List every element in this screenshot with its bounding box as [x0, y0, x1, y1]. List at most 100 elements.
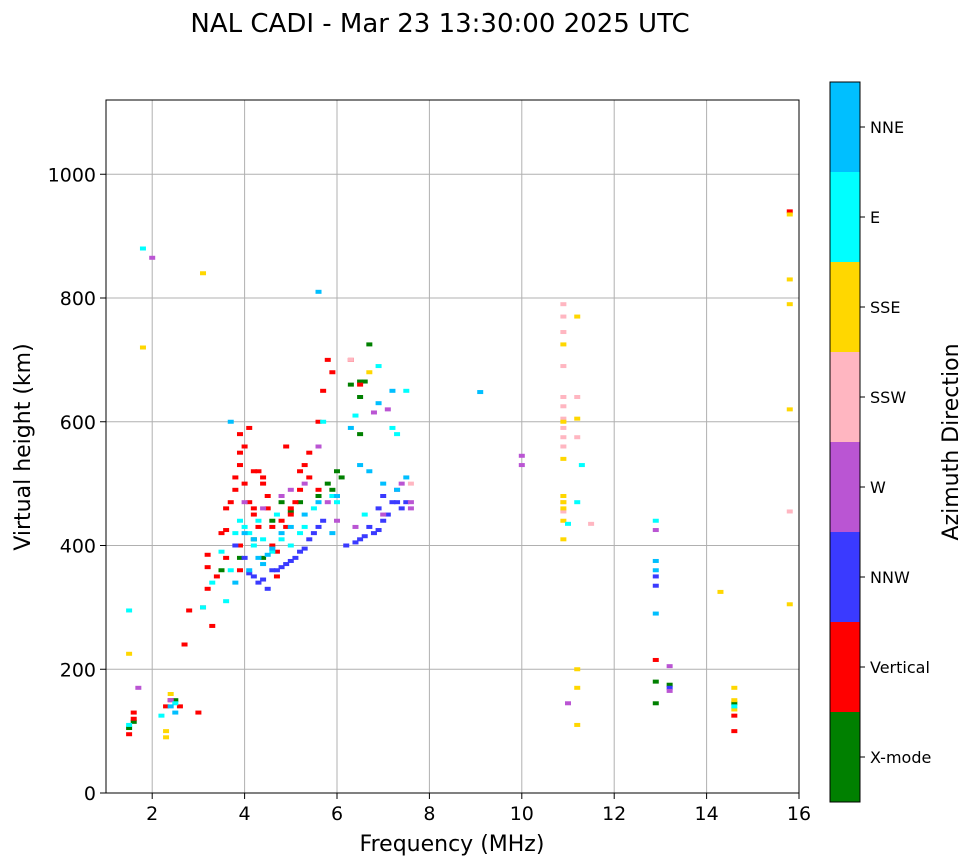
data-point — [204, 552, 211, 557]
data-point — [334, 500, 340, 505]
data-point — [236, 432, 243, 437]
data-point — [394, 432, 401, 437]
data-point — [236, 450, 243, 455]
data-point — [518, 463, 525, 468]
colorbar-swatch — [830, 352, 860, 442]
data-point — [375, 364, 382, 369]
data-point — [380, 512, 387, 517]
data-point — [297, 487, 304, 492]
colorbar-tick-label: SSE — [870, 298, 900, 317]
data-point — [200, 605, 207, 610]
data-point — [357, 463, 364, 468]
data-point — [218, 549, 225, 554]
data-point — [241, 481, 248, 486]
data-point — [250, 574, 257, 579]
data-point — [287, 543, 294, 548]
colorbar-tick-label: SSW — [870, 388, 906, 407]
data-point — [366, 370, 373, 375]
data-point — [264, 552, 271, 557]
data-point — [213, 574, 220, 579]
data-point — [786, 212, 793, 217]
data-point — [357, 432, 364, 437]
data-point — [255, 469, 262, 474]
data-point — [273, 512, 280, 517]
data-point — [565, 521, 571, 526]
data-point — [255, 518, 262, 523]
plot-area — [105, 99, 800, 794]
data-point — [172, 710, 179, 715]
data-point — [361, 379, 368, 384]
data-point — [126, 732, 133, 737]
data-point — [652, 568, 659, 573]
data-point — [209, 623, 216, 628]
data-point — [560, 342, 567, 347]
y-tick-label: 0 — [84, 783, 96, 805]
data-point — [315, 487, 322, 492]
data-point — [394, 487, 401, 492]
data-point — [343, 543, 350, 548]
data-point — [477, 390, 484, 395]
data-point — [574, 500, 581, 505]
data-point — [403, 475, 410, 480]
data-point — [126, 726, 133, 731]
data-point — [241, 500, 248, 505]
data-point — [560, 537, 567, 542]
colorbar-swatch — [830, 622, 860, 712]
data-point — [366, 524, 373, 529]
data-point — [301, 463, 308, 468]
data-point — [560, 444, 567, 449]
data-point — [167, 692, 174, 696]
data-point — [652, 558, 659, 563]
data-point — [301, 524, 308, 529]
data-point — [130, 719, 137, 724]
data-point — [361, 534, 368, 539]
data-point — [241, 555, 248, 560]
data-point — [315, 289, 322, 294]
data-point — [278, 537, 285, 542]
data-point — [139, 345, 146, 350]
data-point — [287, 524, 294, 529]
data-point — [375, 401, 382, 406]
data-point — [384, 407, 391, 412]
colorbar-swatch — [830, 172, 860, 262]
data-point — [574, 314, 581, 319]
data-point — [236, 555, 243, 560]
data-point — [652, 611, 659, 616]
colorbar-frame — [829, 81, 861, 803]
data-point — [204, 586, 211, 591]
series-w — [135, 255, 673, 706]
data-point — [250, 512, 257, 517]
data-point — [384, 512, 391, 517]
data-point — [347, 425, 354, 430]
data-point — [652, 518, 659, 523]
data-point — [357, 395, 364, 399]
data-point — [250, 537, 257, 542]
data-point — [324, 481, 331, 486]
data-point — [518, 453, 525, 458]
data-points — [126, 209, 793, 740]
data-point — [269, 543, 276, 548]
colorbar-tick-label: E — [870, 208, 880, 227]
data-point — [560, 364, 567, 369]
data-point — [269, 568, 276, 573]
data-point — [181, 642, 188, 647]
colorbar-tick-label: W — [870, 478, 886, 497]
colorbar-swatch — [830, 442, 860, 532]
series-nne — [167, 289, 659, 715]
data-point — [297, 531, 304, 536]
data-point — [329, 370, 336, 375]
data-point — [135, 685, 142, 690]
data-point — [246, 531, 253, 536]
data-point — [278, 500, 285, 505]
data-point — [195, 710, 202, 715]
data-point — [652, 657, 659, 662]
series-vertical — [126, 209, 793, 737]
data-point — [560, 425, 567, 430]
data-point — [269, 549, 276, 554]
data-point — [204, 565, 211, 570]
data-point — [264, 586, 271, 591]
data-point — [163, 704, 170, 709]
data-point — [560, 518, 567, 523]
data-point — [315, 419, 322, 424]
data-point — [366, 342, 373, 347]
